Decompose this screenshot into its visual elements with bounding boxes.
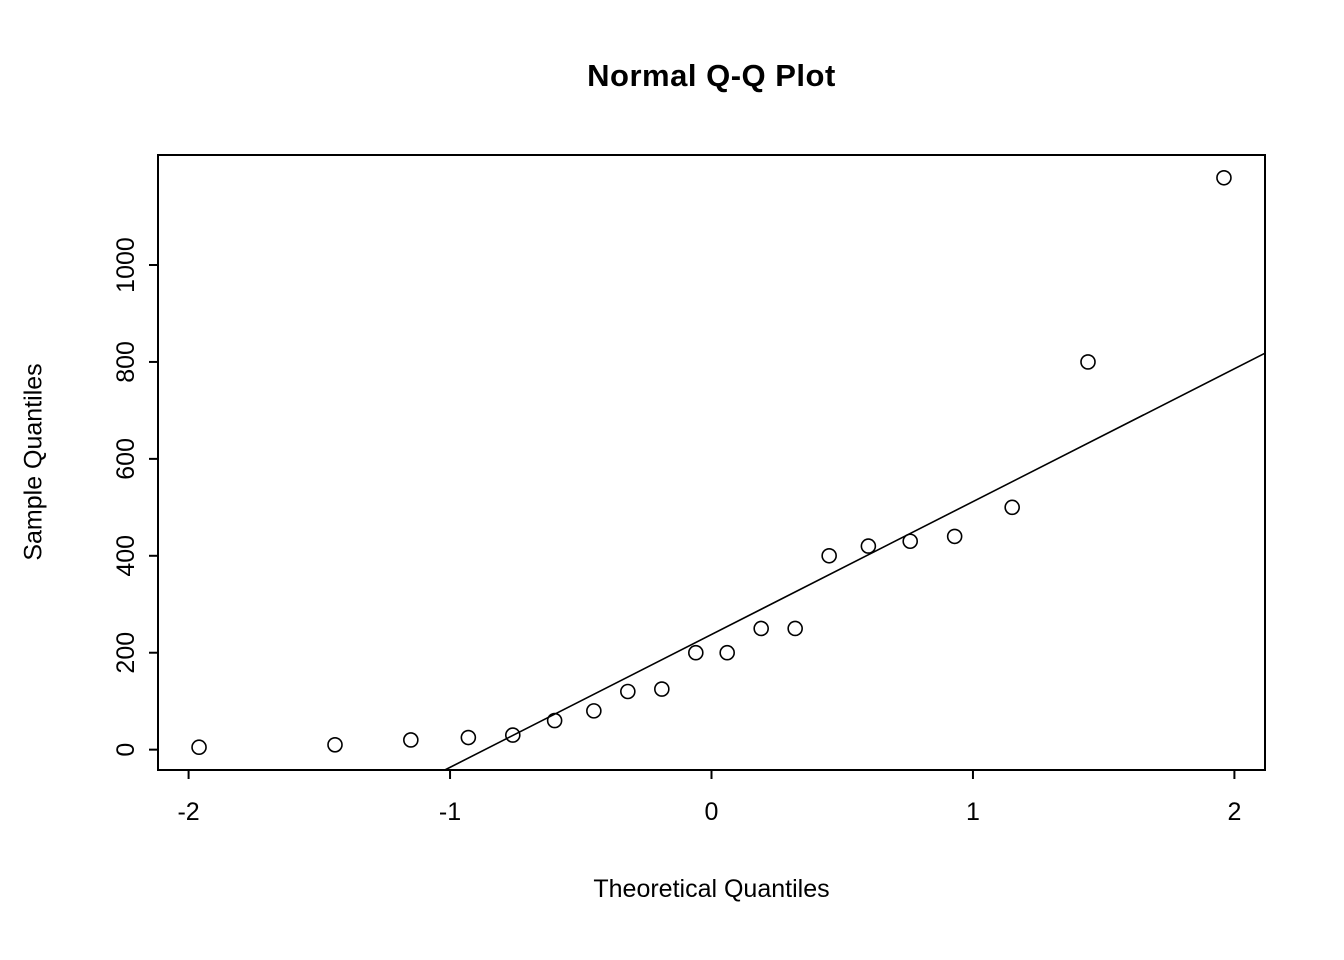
data-point [1080, 354, 1096, 370]
data-point [654, 681, 670, 697]
data-point [821, 547, 837, 564]
y-tick-label: 0 [112, 743, 140, 757]
x-tick-label: -2 [177, 798, 199, 826]
data-point [753, 620, 769, 637]
data-point [719, 644, 735, 661]
data-point [403, 732, 419, 748]
data-point [902, 533, 919, 550]
data-point [460, 729, 477, 746]
data-point [504, 727, 521, 743]
qq-line [444, 352, 1266, 771]
x-tick-label: 2 [1227, 798, 1241, 826]
data-point [1004, 499, 1020, 516]
y-axis-label: Sample Quantiles [19, 363, 48, 561]
data-point [620, 683, 636, 700]
x-tick-label: -1 [439, 798, 461, 826]
data-point [860, 538, 877, 554]
plot-box [157, 154, 1266, 771]
x-tick-label: 1 [966, 798, 980, 826]
data-point [546, 712, 563, 729]
data-point [688, 644, 704, 661]
data-point [946, 528, 963, 545]
y-tick-label: 800 [112, 341, 140, 383]
data-point [787, 620, 803, 637]
data-point [1216, 169, 1232, 186]
y-tick-label: 600 [112, 438, 140, 480]
y-tick-label: 200 [112, 632, 140, 674]
chart-title: Normal Q-Q Plot [587, 58, 836, 93]
data-point [191, 739, 207, 756]
data-point [586, 703, 602, 719]
x-tick-label: 0 [705, 798, 719, 826]
y-tick-label: 400 [112, 535, 140, 577]
y-tick-label: 1000 [112, 237, 140, 293]
x-axis-label: Theoretical Quantiles [593, 875, 830, 903]
data-point [327, 736, 343, 753]
